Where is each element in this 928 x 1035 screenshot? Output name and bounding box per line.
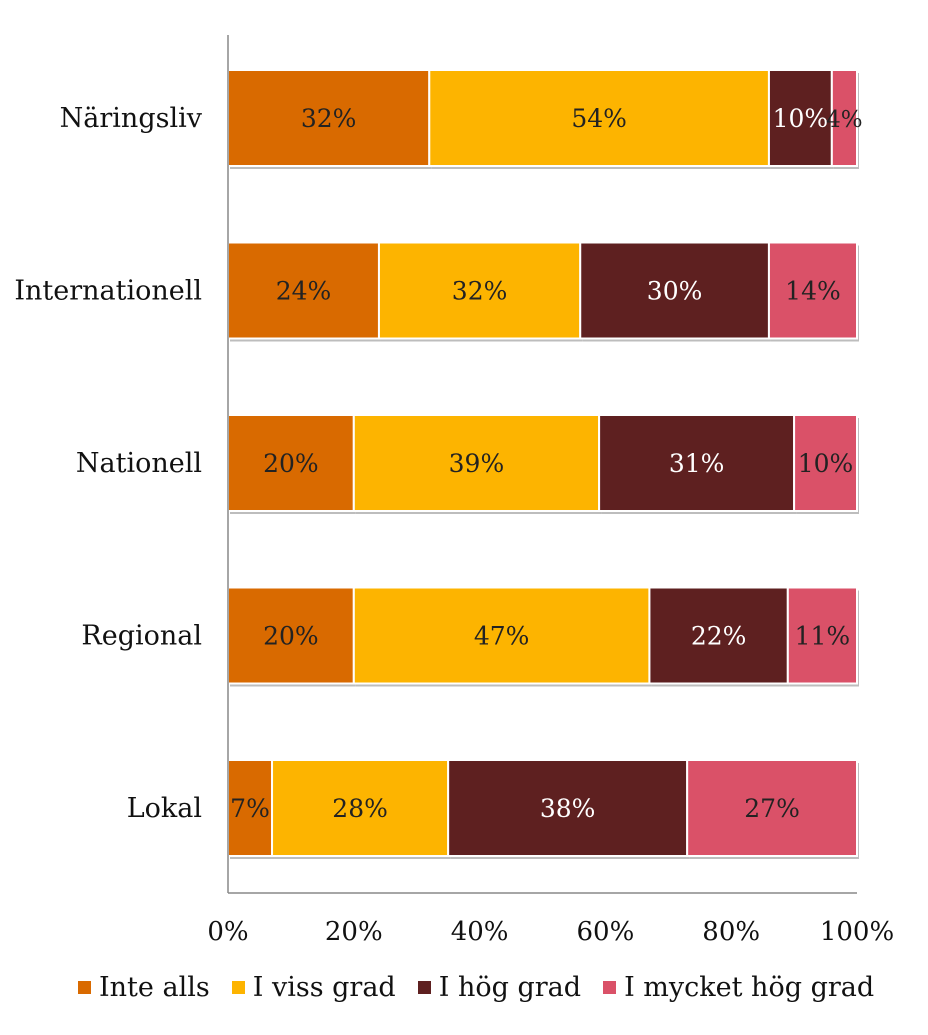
- legend-item: I hög grad: [417, 972, 582, 1003]
- chart-legend: Inte alls I viss grad I hög grad I mycket h…: [78, 972, 896, 1003]
- legend-label: Inte alls: [99, 972, 210, 1003]
- category-label: Regional: [81, 621, 202, 652]
- legend-label: I hög grad: [438, 972, 582, 1003]
- data-label: 22%: [691, 622, 747, 651]
- x-tick-label: 60%: [577, 917, 635, 947]
- bar-segment: [598, 414, 796, 512]
- bar-segment: [686, 759, 858, 857]
- legend-item: I mycket hög grad: [603, 972, 874, 1003]
- bar-segment: [271, 759, 450, 857]
- data-label: 10%: [798, 449, 854, 478]
- category-label: Lokal: [127, 793, 202, 824]
- category-label: Internationell: [14, 276, 202, 307]
- legend-swatch: [78, 981, 91, 994]
- data-label: 14%: [785, 277, 841, 306]
- legend-swatch: [417, 981, 431, 994]
- data-label: 32%: [301, 104, 357, 133]
- bar-segment: [352, 586, 651, 685]
- data-label: 38%: [540, 794, 596, 823]
- data-label: 11%: [795, 622, 851, 651]
- bar-segment: [227, 69, 431, 167]
- data-label: 31%: [669, 449, 725, 478]
- data-label: 7%: [230, 794, 270, 823]
- x-tick-label: 100%: [820, 917, 894, 947]
- bar-segment: [648, 586, 789, 685]
- bar-segment: [830, 69, 859, 167]
- bar-segment: [767, 69, 833, 167]
- data-label: 20%: [263, 622, 319, 651]
- category-label: Nationell: [76, 448, 202, 479]
- legend-label: I mycket hög grad: [624, 972, 875, 1003]
- data-label: 30%: [647, 277, 703, 306]
- bar-segment: [793, 414, 858, 512]
- bar-segment: [786, 586, 858, 685]
- x-tick-label: 80%: [702, 917, 760, 947]
- legend-item: I viss grad: [231, 972, 396, 1003]
- x-tick-label: 0%: [207, 917, 248, 947]
- data-label: 47%: [474, 622, 530, 651]
- data-label: 20%: [263, 449, 319, 478]
- data-label: 54%: [571, 104, 627, 133]
- legend-item: Inte alls: [78, 972, 210, 1003]
- legend-swatch: [603, 981, 617, 994]
- data-label: 24%: [276, 277, 332, 306]
- data-label: 39%: [449, 449, 505, 478]
- bar-segment: [767, 241, 858, 340]
- bar-segment: [227, 241, 380, 340]
- bar-segment: [227, 586, 355, 685]
- x-tick-label: 40%: [451, 917, 509, 947]
- legend-swatch: [231, 981, 245, 994]
- category-label: Näringsliv: [60, 103, 203, 134]
- data-label: 32%: [452, 277, 508, 306]
- data-label: 10%: [773, 104, 829, 133]
- bar-segment: [377, 241, 582, 340]
- data-label: 28%: [332, 794, 388, 823]
- legend-label: I viss grad: [252, 972, 396, 1003]
- data-label: 4%: [826, 107, 863, 133]
- data-label: 27%: [744, 794, 800, 823]
- x-tick-label: 20%: [325, 917, 383, 947]
